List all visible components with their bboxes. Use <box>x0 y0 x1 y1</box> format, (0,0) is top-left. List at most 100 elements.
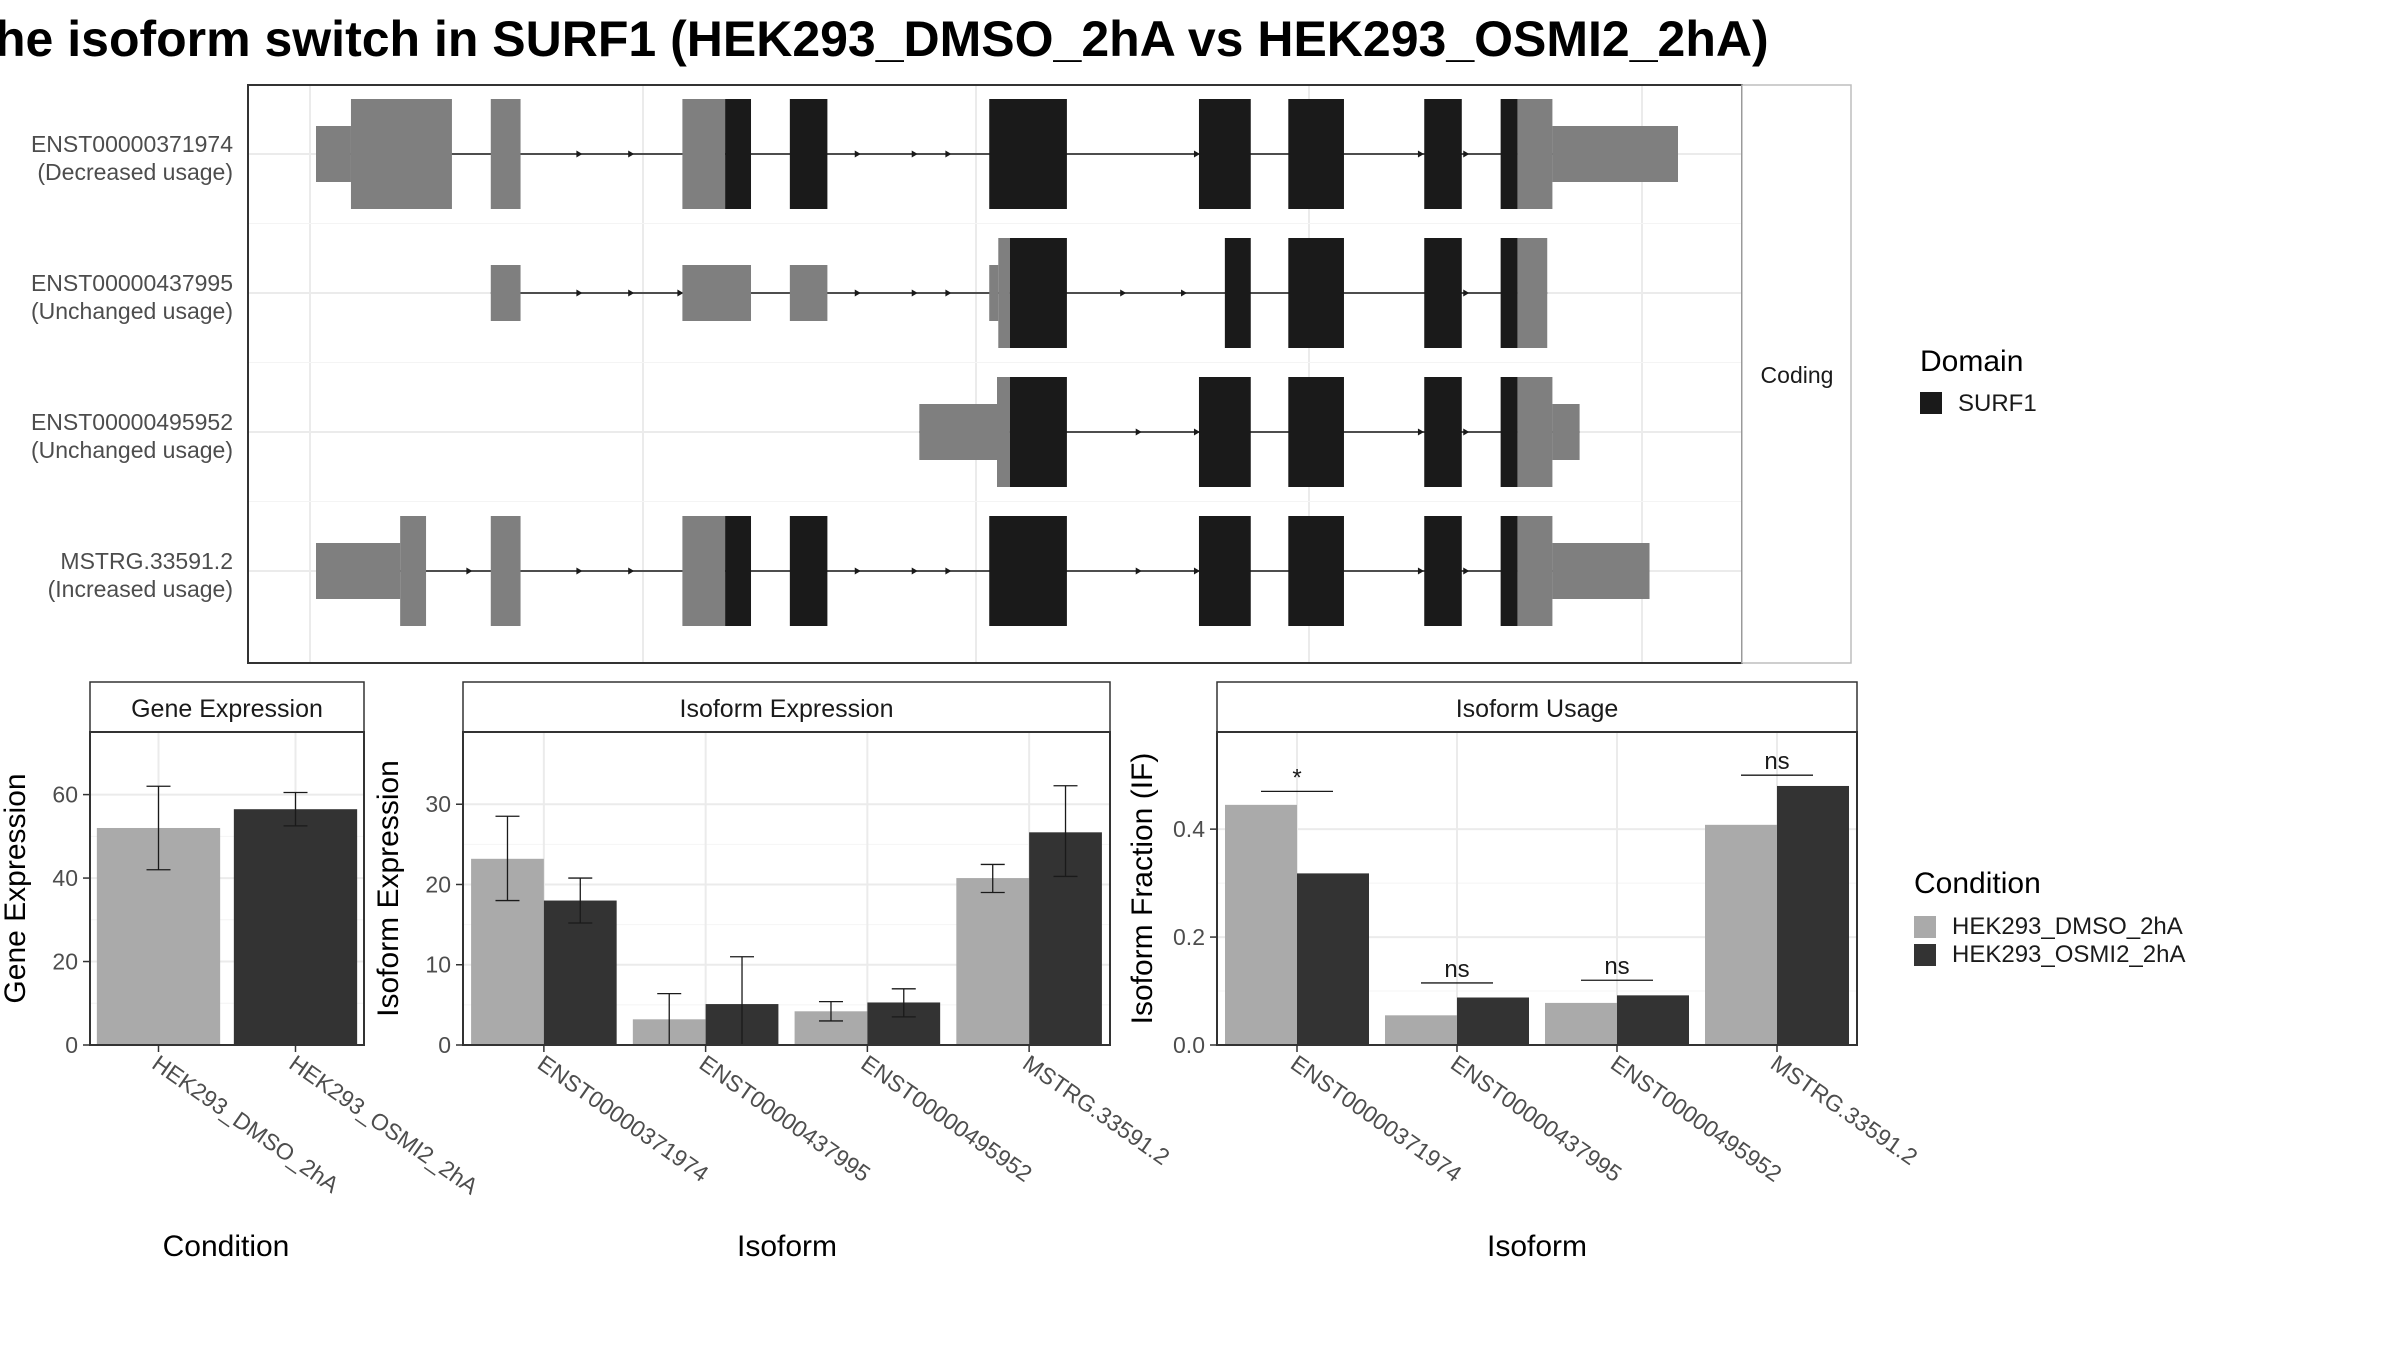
transcript-structure-panel: Coding ENST00000371974(Decreased usage)E… <box>31 84 1852 664</box>
significance-label: * <box>1292 764 1301 791</box>
exon-block <box>997 377 1010 487</box>
exon-block <box>350 99 452 209</box>
condition-legend-title: Condition <box>1914 867 2041 900</box>
exon-domain-block <box>1288 99 1344 209</box>
exon-domain-block <box>1009 238 1067 348</box>
facet-strip: Coding <box>1741 84 1852 664</box>
y-tick-label: 30 <box>425 791 451 817</box>
exon-block <box>316 543 401 599</box>
y-tick-label: 40 <box>52 865 78 891</box>
exon-domain-block <box>1288 238 1344 348</box>
exon-block <box>1552 543 1650 599</box>
exon-block <box>789 265 828 321</box>
y-tick-label: 0.2 <box>1173 924 1205 950</box>
strand-arrow <box>854 289 861 297</box>
y-tick-label: 20 <box>52 949 78 975</box>
exon-domain-block <box>1198 99 1251 209</box>
exon-block <box>1552 126 1678 182</box>
exon-block <box>682 265 752 321</box>
exon-block <box>1517 238 1548 348</box>
panel-border <box>1216 731 1858 1046</box>
bar <box>1545 1002 1617 1045</box>
exon-block <box>1552 404 1580 460</box>
exon-domain-block <box>1198 516 1251 626</box>
exon-domain-block <box>1288 516 1344 626</box>
strand-arrow <box>911 150 918 158</box>
exon-domain-block <box>1500 99 1518 209</box>
transcript-track <box>919 377 1580 487</box>
strand-arrow <box>1417 567 1424 575</box>
exon-domain-block <box>1224 238 1251 348</box>
strand-arrow <box>1417 428 1424 436</box>
transcript-track <box>316 516 1650 626</box>
exon-block <box>1517 99 1553 209</box>
bar <box>1617 995 1689 1045</box>
exon-domain-block <box>1198 377 1251 487</box>
condition-legend-swatch-dmso <box>1914 916 1936 938</box>
strand-arrow <box>854 150 861 158</box>
exon-block <box>1517 516 1553 626</box>
exon-block <box>316 126 351 182</box>
figure-title: he isoform switch in SURF1 (HEK293_DMSO_… <box>0 11 1769 67</box>
y-axis-title: Isoform Expression <box>372 760 405 1017</box>
strand-arrow <box>1135 567 1142 575</box>
strand-arrow <box>1120 289 1127 297</box>
exon-block <box>919 404 997 460</box>
panel-strip-title: Isoform Usage <box>1456 695 1619 723</box>
strand-arrow <box>1135 428 1142 436</box>
strand-arrow <box>945 150 952 158</box>
panel-border <box>89 731 365 1046</box>
exon-block <box>400 516 427 626</box>
y-tick-label: 0.4 <box>1173 816 1205 842</box>
bar <box>1777 785 1849 1045</box>
transcript-usage-label: (Increased usage) <box>48 576 233 602</box>
domain-legend-swatch <box>1920 392 1942 414</box>
exon-domain-block <box>1500 238 1518 348</box>
exon-block <box>490 265 521 321</box>
exon-domain-block <box>725 99 752 209</box>
x-axis-title: Isoform <box>1487 1230 1587 1263</box>
y-axis-title: Isoform Fraction (IF) <box>1126 753 1159 1025</box>
transcript-usage-label: (Unchanged usage) <box>31 298 233 324</box>
strand-arrow <box>628 150 635 158</box>
bar <box>1225 804 1297 1045</box>
condition-legend-label-osmi2: HEK293_OSMI2_2hA <box>1952 941 2185 968</box>
bar <box>233 809 358 1045</box>
y-tick-label: 10 <box>425 952 451 978</box>
bar <box>1297 873 1369 1045</box>
transcript-tracks <box>316 99 1678 626</box>
strand-arrow <box>1417 150 1424 158</box>
exon-block <box>989 265 999 321</box>
strand-arrow <box>1193 428 1200 436</box>
significance-label: ns <box>1604 953 1629 980</box>
domain-legend: Domain SURF1 <box>1920 345 2037 417</box>
exon-block <box>1517 377 1553 487</box>
transcript-usage-label: (Decreased usage) <box>37 159 233 185</box>
strand-arrow <box>628 289 635 297</box>
strand-arrow <box>677 289 684 297</box>
strand-arrow <box>854 567 861 575</box>
exon-domain-block <box>1424 99 1462 209</box>
bar <box>543 900 617 1045</box>
strand-arrow <box>1193 150 1200 158</box>
panel-strip <box>1216 681 1858 733</box>
strand-arrow <box>576 289 583 297</box>
x-axis-title: Condition <box>163 1230 290 1263</box>
strand-arrow <box>911 567 918 575</box>
exon-domain-block <box>1500 377 1518 487</box>
strand-arrow <box>1193 567 1200 575</box>
domain-legend-title: Domain <box>1920 345 2023 378</box>
strand-arrow <box>911 289 918 297</box>
strand-arrow <box>1463 289 1470 297</box>
strand-arrow <box>1463 567 1470 575</box>
exon-block <box>490 516 521 626</box>
bar <box>1705 824 1777 1045</box>
strand-arrow <box>576 150 583 158</box>
significance-label: ns <box>1444 956 1469 983</box>
exon-domain-block <box>989 516 1067 626</box>
transcript-labels: ENST00000371974(Decreased usage) ENST0000… <box>31 131 233 602</box>
strand-arrow <box>945 289 952 297</box>
strand-arrow <box>628 567 635 575</box>
significance-label: ns <box>1764 748 1789 775</box>
